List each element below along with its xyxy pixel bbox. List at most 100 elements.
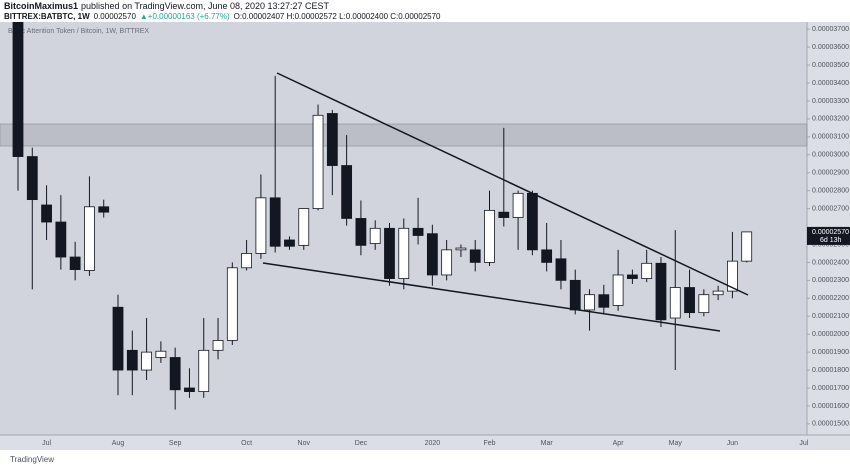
author: BitcoinMaximus1	[4, 1, 78, 11]
candle-body	[555, 258, 567, 281]
candle-body	[341, 165, 353, 219]
y-tick-label: 0.00003400	[812, 80, 849, 87]
watermark: Basic Attention Token / Bitcoin, 1W, BIT…	[8, 28, 149, 35]
candle-body	[126, 349, 138, 371]
x-tick-label: Jul	[42, 440, 51, 447]
candle-body	[155, 350, 167, 358]
candle-body	[198, 349, 210, 392]
candle-body	[241, 253, 253, 269]
change: ▲+0.00000163 (+6.77%)	[140, 12, 230, 21]
candle-body	[541, 249, 553, 263]
candle-body	[455, 247, 467, 251]
x-tick-label: May	[669, 440, 683, 447]
x-tick-label: Oct	[241, 440, 252, 447]
candle-body	[384, 227, 395, 279]
y-tick-label: 0.00002700	[812, 205, 849, 212]
candle-body	[69, 256, 81, 270]
candle-body	[441, 249, 453, 276]
candle-body	[612, 274, 624, 306]
candle-body	[741, 231, 753, 262]
y-tick-label: 0.00002300	[812, 277, 849, 284]
candle-body	[626, 274, 638, 279]
candle-body	[412, 227, 424, 236]
candle-body	[255, 197, 267, 254]
countdown: 6d 13h	[820, 237, 842, 244]
candle-body	[684, 287, 695, 314]
candle-body	[226, 267, 238, 341]
y-tick-label: 0.00001800	[812, 367, 849, 374]
x-tick-label: Jul	[799, 440, 808, 447]
y-tick-label: 0.00001500	[812, 421, 849, 428]
candle-body	[655, 262, 667, 321]
candle-body	[84, 206, 95, 271]
y-tick-label: 0.00001600	[812, 403, 849, 410]
y-tick-label: 0.00003300	[812, 98, 849, 105]
trendline	[276, 72, 749, 296]
candle-body	[398, 227, 410, 279]
candle-body	[12, 22, 24, 157]
x-tick-label: Feb	[483, 440, 495, 447]
x-tick-label: Apr	[613, 440, 625, 447]
ohlc: O:0.00002407 H:0.00002572 L:0.00002400 C…	[234, 12, 441, 21]
x-tick-label: Mar	[541, 440, 554, 447]
x-tick-label: Aug	[112, 440, 125, 447]
y-tick-label: 0.00003600	[812, 44, 849, 51]
symbol: BITTREX:BATBTC, 1W	[4, 12, 90, 21]
header-line: BitcoinMaximus1 published on TradingView.…	[4, 1, 330, 11]
trendline	[262, 262, 721, 332]
candle-body	[426, 233, 438, 276]
candle-body	[641, 262, 653, 279]
candle-body	[712, 290, 724, 296]
y-tick-label: 0.00002000	[812, 331, 849, 338]
last-price: 0.00002570	[94, 12, 137, 21]
candle-body	[141, 351, 152, 371]
y-tick-label: 0.00003100	[812, 134, 849, 141]
candle-body	[498, 211, 510, 218]
x-tick-label: Jun	[727, 440, 738, 447]
candle-body	[298, 208, 310, 246]
candle-body	[355, 218, 367, 246]
resistance-zone	[0, 123, 808, 147]
candle-body	[112, 306, 124, 371]
candle-body	[98, 206, 110, 213]
y-tick-label: 0.00001900	[812, 349, 849, 356]
y-tick-label: 0.00003700	[812, 26, 849, 33]
candle-body	[55, 221, 67, 258]
candle-body	[584, 294, 595, 311]
footer-brand: TradingView	[10, 455, 54, 464]
price-marker-label: 0.00002570	[812, 229, 849, 236]
candle-body	[284, 239, 295, 247]
candle-body	[269, 197, 281, 247]
y-tick-label: 0.00002900	[812, 170, 849, 177]
candle-body	[169, 357, 181, 391]
candle-body	[526, 192, 538, 251]
y-tick-label: 0.00002100	[812, 313, 849, 320]
candle-body	[698, 294, 710, 314]
y-tick-label: 0.00003500	[812, 62, 849, 69]
candle-body	[326, 113, 338, 166]
x-tick-label: Sep	[169, 440, 182, 447]
symbol-line: BITTREX:BATBTC, 1W 0.00002570 ▲+0.00000163…	[4, 12, 441, 21]
candle-body	[312, 114, 324, 209]
y-tick-label: 0.00003200	[812, 116, 849, 123]
candles	[12, 22, 753, 410]
candle-body	[484, 209, 495, 263]
candle-body	[669, 287, 681, 319]
candle-body	[41, 204, 52, 223]
y-tick-label: 0.00003000	[812, 152, 849, 159]
candle-body	[512, 192, 524, 218]
x-tick-label: Nov	[298, 440, 311, 447]
candle-body	[598, 294, 610, 308]
candle-body	[26, 156, 38, 201]
y-tick-label: 0.00002200	[812, 295, 849, 302]
y-tick-label: 0.00001700	[812, 385, 849, 392]
y-tick-label: 0.00002800	[812, 187, 849, 194]
candle-body	[369, 227, 381, 244]
published: published on TradingView.com, June 08, 2…	[81, 1, 330, 11]
x-tick-label: Dec	[355, 440, 368, 447]
axes: 0.00003700 0.00003600 0.00003500 0.00003400…	[42, 26, 850, 447]
candle-body	[469, 249, 481, 263]
price-marker	[807, 226, 850, 245]
candle-body	[184, 387, 195, 392]
